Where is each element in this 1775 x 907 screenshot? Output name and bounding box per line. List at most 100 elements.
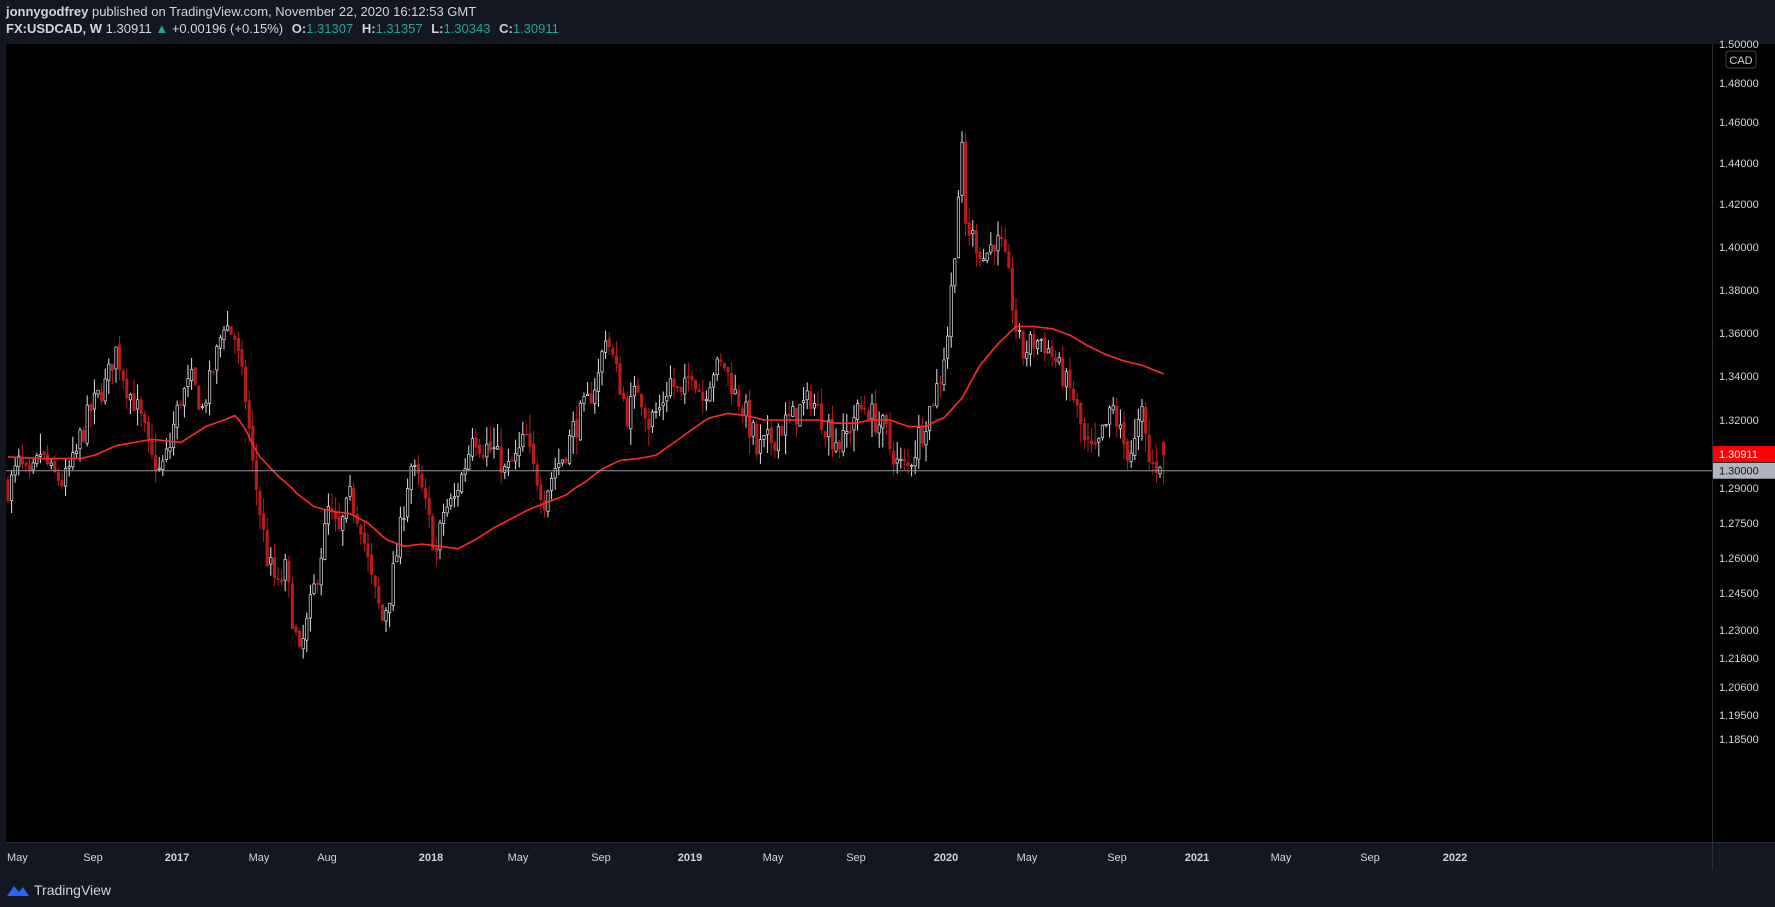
- candle-up: [596, 372, 600, 392]
- brand-name[interactable]: TradingView: [34, 882, 112, 898]
- time-tick-label: 2021: [1185, 852, 1209, 864]
- candle-up: [226, 325, 230, 331]
- candle-down: [478, 444, 482, 454]
- candle-down: [416, 463, 420, 474]
- candle-down: [272, 557, 276, 578]
- candle-down: [730, 372, 734, 395]
- price-axis-area[interactable]: [1713, 44, 1775, 842]
- candle-down: [694, 380, 698, 390]
- candle-up: [438, 522, 442, 551]
- level-price-tag: 1.30000: [1713, 462, 1775, 479]
- candle-up: [996, 235, 1000, 252]
- candle-down: [978, 251, 982, 260]
- time-tick-label: 2018: [419, 852, 443, 864]
- candle-up: [222, 329, 226, 340]
- candle-up: [1129, 452, 1133, 462]
- candle-up: [560, 459, 564, 464]
- price-tick-label: 1.24500: [1719, 588, 1759, 600]
- candle-up: [521, 434, 525, 448]
- candle-down: [838, 441, 842, 450]
- tradingview-logo-icon[interactable]: [6, 883, 30, 897]
- candle-up: [899, 458, 903, 461]
- candle-down: [622, 392, 626, 399]
- candle-up: [341, 516, 345, 531]
- symbol-info: FX:USDCAD, W 1.30911 ▲ +0.00196 (+0.15%)…: [6, 21, 559, 36]
- time-tick-label: May: [1017, 852, 1038, 864]
- candle-up: [845, 431, 849, 434]
- price-tick-label: 1.50000: [1719, 39, 1759, 51]
- candle-down: [539, 484, 543, 500]
- time-tick-label: May: [508, 852, 529, 864]
- author-name[interactable]: jonnygodfrey: [6, 4, 89, 19]
- candle-up: [413, 465, 417, 467]
- candle-down: [1086, 436, 1090, 440]
- candle-up: [658, 407, 662, 411]
- candle-up: [733, 388, 737, 395]
- candle-up: [161, 460, 165, 470]
- moving-average-line: [7, 325, 1164, 550]
- candle-up: [946, 335, 950, 359]
- price-tick-label: 1.32000: [1719, 415, 1759, 427]
- time-tick-label: May: [1271, 852, 1292, 864]
- candle-down: [276, 578, 280, 580]
- candle-up: [924, 431, 928, 446]
- candle-up: [1064, 371, 1068, 388]
- candle-up: [467, 454, 471, 470]
- candle-up: [64, 467, 68, 487]
- candle-up: [917, 427, 921, 460]
- price-tick-label: 1.46000: [1719, 117, 1759, 129]
- candle-up: [632, 386, 636, 397]
- candle-up: [492, 447, 496, 450]
- candle-down: [866, 410, 870, 421]
- candle-down: [679, 386, 683, 393]
- candle-down: [355, 514, 359, 524]
- symbol-interval[interactable]: FX:USDCAD, W: [6, 21, 103, 36]
- candle-up: [319, 557, 323, 586]
- change-up-arrow-icon: ▲: [155, 21, 169, 36]
- candle-up: [712, 374, 716, 388]
- candle-down: [830, 418, 834, 450]
- candle-up: [665, 395, 669, 402]
- candle-up: [323, 523, 327, 560]
- candle-up: [1057, 357, 1061, 363]
- candle-down: [938, 381, 942, 384]
- candle-up: [78, 429, 82, 450]
- candle-down: [434, 548, 438, 552]
- candle-up: [204, 402, 208, 407]
- candle-down: [294, 626, 298, 633]
- candle-down: [56, 472, 60, 481]
- price-tick-label: 1.48000: [1719, 78, 1759, 90]
- candle-down: [575, 419, 579, 438]
- time-tick-label: 2020: [934, 852, 958, 864]
- candle-down: [53, 461, 57, 472]
- candle-down: [920, 425, 924, 444]
- candle-up: [578, 402, 582, 441]
- candle-up: [776, 426, 780, 452]
- candle-up: [593, 389, 597, 404]
- candle-down: [197, 385, 201, 410]
- price-tick-label: 1.38000: [1719, 285, 1759, 297]
- price-chart[interactable]: 1.50000 1.48000 1.46000 1.44000 1.42000 1.400…: [0, 0, 1775, 873]
- candle-up: [744, 401, 748, 416]
- close-value: 1.30911: [512, 21, 559, 36]
- candle-down: [427, 497, 431, 516]
- close-label: C:: [499, 21, 513, 36]
- candle-up: [96, 389, 100, 395]
- candle-up: [1046, 348, 1050, 354]
- candle-down: [701, 391, 705, 401]
- low-label: L:: [431, 21, 444, 36]
- candle-down: [607, 338, 611, 348]
- candle-up: [190, 369, 194, 381]
- candle-down: [118, 344, 122, 371]
- candle-down: [528, 433, 532, 448]
- candle-up: [985, 252, 989, 261]
- candle-up: [784, 414, 788, 436]
- chart-plot-area[interactable]: [6, 44, 1712, 842]
- candle-up: [348, 486, 352, 497]
- candle-up: [989, 244, 993, 253]
- candle-up: [164, 448, 168, 460]
- candle-down: [125, 378, 129, 399]
- candle-up: [1018, 329, 1022, 332]
- candle-down: [298, 630, 302, 647]
- candle-down: [809, 391, 813, 409]
